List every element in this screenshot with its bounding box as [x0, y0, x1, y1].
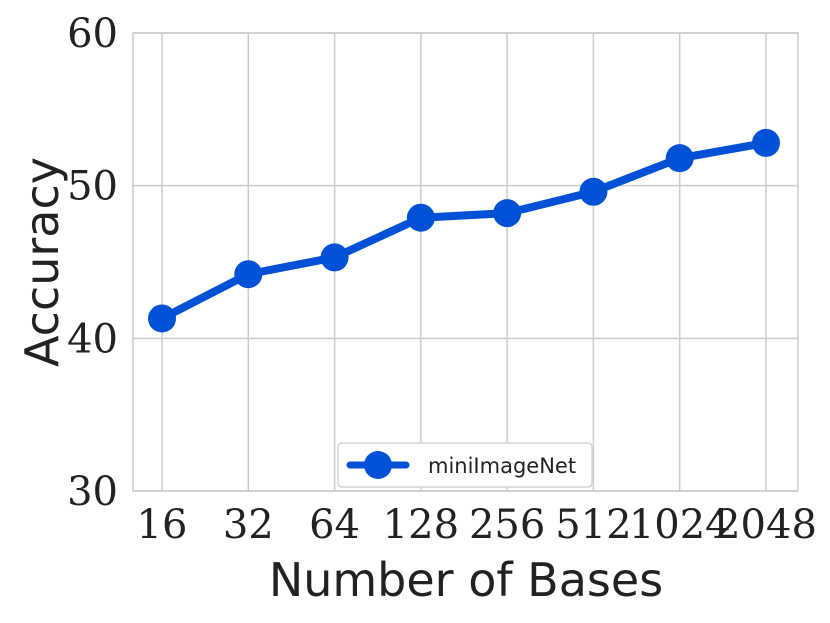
y-tick-labels: 30 40 50 60: [67, 11, 118, 515]
legend-marker-swatch: [364, 451, 392, 479]
data-point: [579, 177, 608, 206]
x-axis-label: Number of Bases: [269, 553, 663, 607]
x-tick-label: 64: [309, 502, 360, 548]
data-point: [148, 304, 176, 333]
legend-box: [337, 442, 593, 488]
x-tick-label: 32: [223, 502, 274, 548]
legend-entry-label: miniImageNet: [428, 454, 576, 478]
data-point: [665, 144, 694, 173]
y-tick-label: 40: [67, 316, 118, 362]
y-tick-label: 30: [67, 469, 118, 515]
series-layer: [148, 128, 780, 333]
x-tick-label: 2048: [715, 502, 817, 548]
y-tick-label: 50: [67, 164, 118, 210]
y-gridlines: [133, 32, 798, 492]
x-tick-label: 512: [555, 502, 631, 548]
plot-area: [132, 32, 799, 492]
x-tick-label: 256: [469, 502, 545, 548]
x-tick-label: 1024: [629, 502, 731, 548]
x-tick-label: 128: [383, 502, 459, 548]
data-point: [320, 243, 349, 272]
x-tick-label: 16: [137, 502, 188, 548]
data-point: [752, 128, 780, 157]
data-point: [493, 199, 522, 228]
data-point: [406, 203, 435, 232]
y-axis-label: Accuracy: [15, 157, 69, 367]
series-line-miniImageNet: [158, 138, 770, 323]
legend: miniImageNet: [337, 442, 593, 488]
data-point: [234, 260, 263, 289]
y-tick-label: 60: [67, 11, 118, 57]
